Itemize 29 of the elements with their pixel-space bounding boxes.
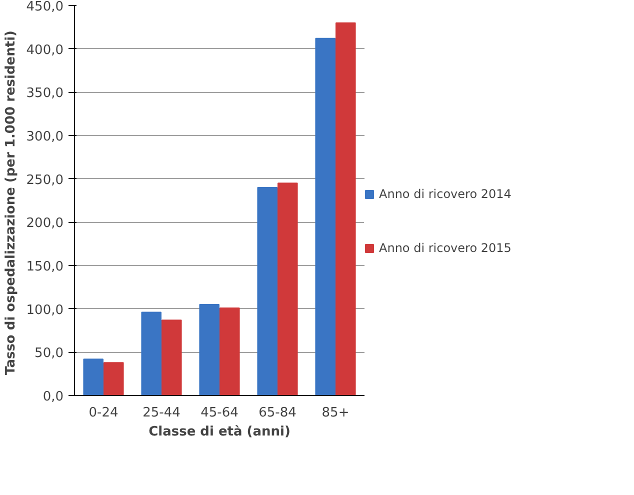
bar [199,304,220,396]
y-tick-label: 450,0 [26,0,64,14]
y-axis-title: Tasso di ospedalizzazione (per 1.000 residenti) [3,30,18,376]
legend-label: Anno di ricovero 2014 [379,187,512,201]
x-tick-label: 25-44 [142,406,180,420]
y-tick-label: 350,0 [26,86,64,102]
x-tick-label: 65-84 [258,406,296,420]
y-tick-label: 250,0 [26,172,64,188]
bar [220,307,240,396]
bar [162,320,182,396]
x-tick-label: 85+ [322,406,350,420]
y-tick-label: 50,0 [34,346,64,362]
bar [278,182,298,396]
y-tick-label: 100,0 [26,302,64,318]
bar [315,38,336,396]
bar [104,362,124,396]
x-tick-label: 45-64 [200,406,238,420]
x-axis-title: Classe di età (anni) [148,424,290,440]
y-tick-label: 150,0 [26,260,64,274]
bar [336,22,356,396]
bar [141,312,162,396]
y-tick-label: 200,0 [26,216,64,232]
x-tick-label: 0-24 [88,406,118,420]
y-tick-label: 300,0 [26,130,64,144]
y-tick-label: 400,0 [26,42,64,58]
bar [83,358,104,396]
bar [257,187,278,396]
y-tick-label: 0,0 [42,390,64,404]
legend-label: Anno di ricovero 2015 [379,241,512,255]
